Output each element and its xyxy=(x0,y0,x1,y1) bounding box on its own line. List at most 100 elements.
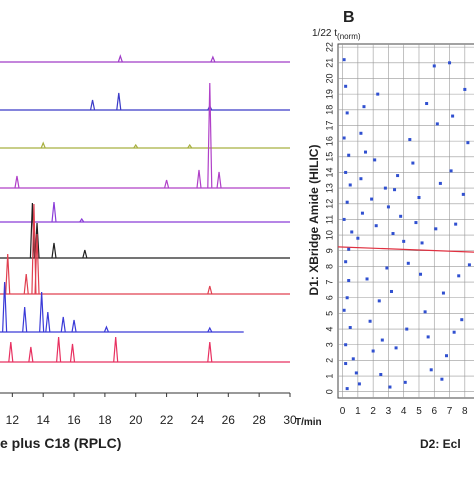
point xyxy=(379,373,383,377)
y-tick-label: 13 xyxy=(324,183,334,193)
point xyxy=(466,141,470,145)
point xyxy=(467,263,471,267)
point xyxy=(345,296,349,300)
x-axis-label: D2: Ecl xyxy=(420,437,461,451)
point xyxy=(403,380,407,384)
peak xyxy=(216,171,222,189)
point xyxy=(438,181,442,185)
x-tick-label: 12 xyxy=(6,413,20,427)
point xyxy=(357,382,361,386)
peak xyxy=(103,325,109,333)
point xyxy=(364,150,368,154)
peak xyxy=(45,311,51,333)
point xyxy=(393,188,397,192)
point xyxy=(389,289,393,293)
y-tick-label: 19 xyxy=(324,89,334,99)
point xyxy=(451,114,455,118)
point xyxy=(348,326,352,330)
y-tick-label: 1 xyxy=(324,374,334,379)
point xyxy=(429,368,433,372)
point xyxy=(402,239,406,243)
point xyxy=(383,186,387,190)
point xyxy=(359,177,363,181)
x-tick-label: 5 xyxy=(416,406,422,417)
point xyxy=(391,232,395,236)
x-tick-label: 3 xyxy=(386,406,392,417)
point xyxy=(342,136,346,140)
point xyxy=(449,169,453,173)
y-tick-label: 20 xyxy=(324,73,334,83)
point xyxy=(425,102,429,106)
x-tick-label: 4 xyxy=(401,406,407,417)
peak xyxy=(207,82,213,189)
y-tick-label: 22 xyxy=(324,42,334,52)
point xyxy=(419,272,423,276)
point xyxy=(386,205,390,209)
peak xyxy=(22,306,28,333)
point xyxy=(345,387,349,391)
panel-label: B xyxy=(343,9,355,26)
x-tick-label: 1 xyxy=(355,406,361,417)
point xyxy=(377,299,381,303)
y-tick-label: 12 xyxy=(324,199,334,209)
y-tick-label: 14 xyxy=(324,167,334,177)
y-tick-label: 21 xyxy=(324,58,334,68)
point xyxy=(374,224,378,228)
point xyxy=(411,161,415,165)
point xyxy=(347,153,351,157)
y-tick-label: 8 xyxy=(324,264,334,269)
point xyxy=(360,211,364,215)
x-tick-label: 26 xyxy=(222,413,236,427)
y-axis-label: D1: XBridge Amide (HILIC) xyxy=(307,145,321,296)
y-tick-label: 17 xyxy=(324,120,334,130)
peak xyxy=(113,336,119,363)
y-tick-label: 2 xyxy=(324,358,334,363)
peak xyxy=(51,242,57,259)
point xyxy=(394,346,398,350)
point xyxy=(356,236,360,240)
peak xyxy=(210,55,216,63)
x-tick-label: 0 xyxy=(340,406,346,417)
point xyxy=(365,277,369,281)
peak xyxy=(164,179,170,189)
point xyxy=(454,222,458,226)
peak xyxy=(117,54,123,63)
point xyxy=(385,266,389,270)
y-tick-label: 6 xyxy=(324,295,334,300)
point xyxy=(342,217,346,221)
point xyxy=(444,354,448,358)
peak xyxy=(34,233,40,295)
point xyxy=(380,338,384,342)
peak xyxy=(187,143,193,149)
x-tick-label: 2 xyxy=(370,406,376,417)
point xyxy=(399,214,403,218)
peak xyxy=(39,291,45,333)
point xyxy=(448,61,452,65)
y-tick-label: 0 xyxy=(324,389,334,394)
point xyxy=(420,241,424,245)
y-unit: 1/22 t(norm) xyxy=(312,28,361,41)
peak xyxy=(207,326,213,333)
point xyxy=(351,357,355,361)
peak xyxy=(82,249,88,259)
peak xyxy=(196,169,202,189)
point xyxy=(414,221,418,225)
point xyxy=(408,138,412,142)
peak xyxy=(8,341,14,363)
y-tick-label: 15 xyxy=(324,152,334,162)
peak xyxy=(89,99,96,111)
fit-line xyxy=(337,246,474,253)
x-tick-label: 7 xyxy=(447,406,453,417)
x-tick-label: 30 xyxy=(283,413,297,427)
x-tick-label: 20 xyxy=(129,413,143,427)
point xyxy=(457,274,461,278)
x-tick-label: 6 xyxy=(431,406,437,417)
point xyxy=(347,247,351,251)
point xyxy=(440,377,444,381)
point xyxy=(345,111,349,115)
y-tick-label: 3 xyxy=(324,342,334,347)
peak xyxy=(28,346,34,363)
y-tick-label: 10 xyxy=(324,230,334,240)
point xyxy=(348,183,352,187)
point xyxy=(342,308,346,312)
